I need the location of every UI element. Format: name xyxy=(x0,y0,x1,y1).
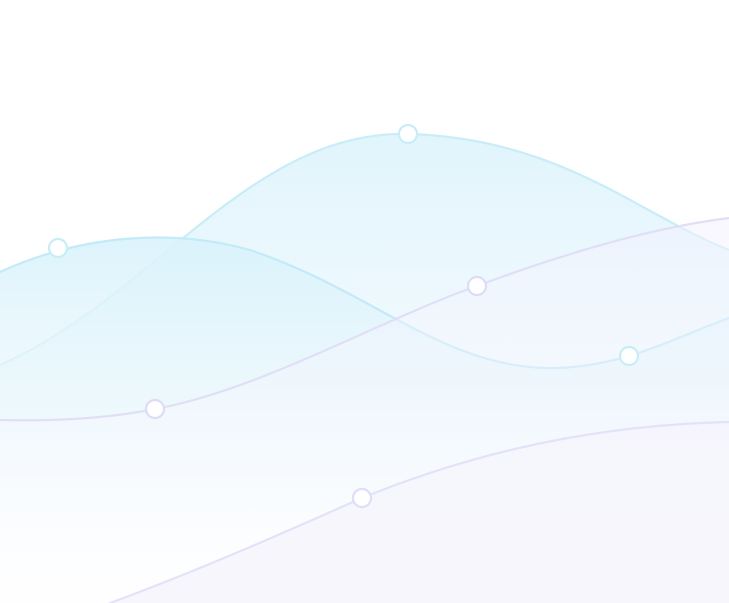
wave-marker-6 xyxy=(351,487,373,509)
wave-marker-2 xyxy=(397,123,419,145)
wave-marker-3 xyxy=(466,275,488,297)
wave-marker-4 xyxy=(618,345,640,367)
wave-marker-1 xyxy=(47,237,69,259)
wave-fill-lavender-bottom xyxy=(110,422,729,603)
wave-line-lavender-middle xyxy=(0,216,729,422)
wave-marker-5 xyxy=(144,398,166,420)
